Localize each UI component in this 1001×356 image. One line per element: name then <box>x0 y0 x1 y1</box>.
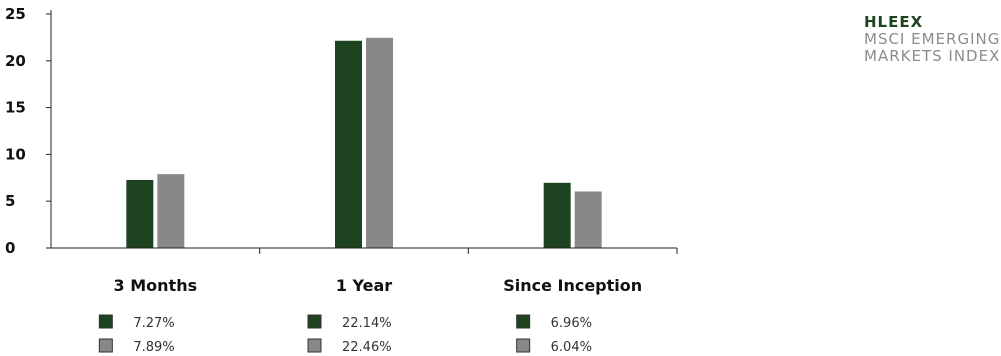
value-label: 6.96% <box>551 316 592 331</box>
value-label: 6.04% <box>551 340 592 355</box>
y-tick-label: 25 <box>5 5 26 23</box>
x-category-label: 1 Year <box>336 276 392 295</box>
legend-entry-msci-line1: MSCI EMERGING <box>864 30 1001 48</box>
y-tick-label: 20 <box>5 52 26 70</box>
value-swatch <box>98 314 113 329</box>
value-swatch <box>307 338 322 353</box>
bar <box>366 37 393 248</box>
y-tick-label: 0 <box>5 239 15 257</box>
value-label: 22.46% <box>342 340 392 355</box>
legend: HLEEX MSCI EMERGING MARKETS INDEX <box>864 14 1000 65</box>
bar <box>543 182 571 248</box>
legend-entry-msci-line2: MARKETS INDEX <box>864 47 1001 65</box>
value-swatch <box>516 338 531 353</box>
bar <box>126 179 154 248</box>
y-axis: 0 5 10 15 20 25 <box>5 5 52 257</box>
performance-bar-chart: 0 5 10 15 20 25 3 Months 1 Year Since Inception… <box>5 5 678 355</box>
bar <box>157 174 185 248</box>
value-label: 7.27% <box>133 316 174 331</box>
bars <box>126 37 602 249</box>
value-swatch <box>516 314 531 329</box>
x-category-label: Since Inception <box>503 276 642 295</box>
value-label: 22.14% <box>342 316 392 331</box>
value-swatch <box>98 338 113 353</box>
legend-entry-hleex: HLEEX <box>864 13 924 31</box>
y-tick-label: 10 <box>5 145 26 163</box>
y-tick-label: 5 <box>5 192 15 210</box>
value-swatch <box>307 314 322 329</box>
bar <box>574 191 602 248</box>
bar <box>335 40 362 249</box>
value-table: 7.27% 7.89% 22.14% 22.46% 6.96% 6.04% <box>98 314 592 355</box>
x-axis: 3 Months 1 Year Since Inception <box>51 247 678 295</box>
value-label: 7.89% <box>133 340 174 355</box>
y-tick-label: 15 <box>5 99 26 117</box>
x-category-label: 3 Months <box>114 276 198 295</box>
